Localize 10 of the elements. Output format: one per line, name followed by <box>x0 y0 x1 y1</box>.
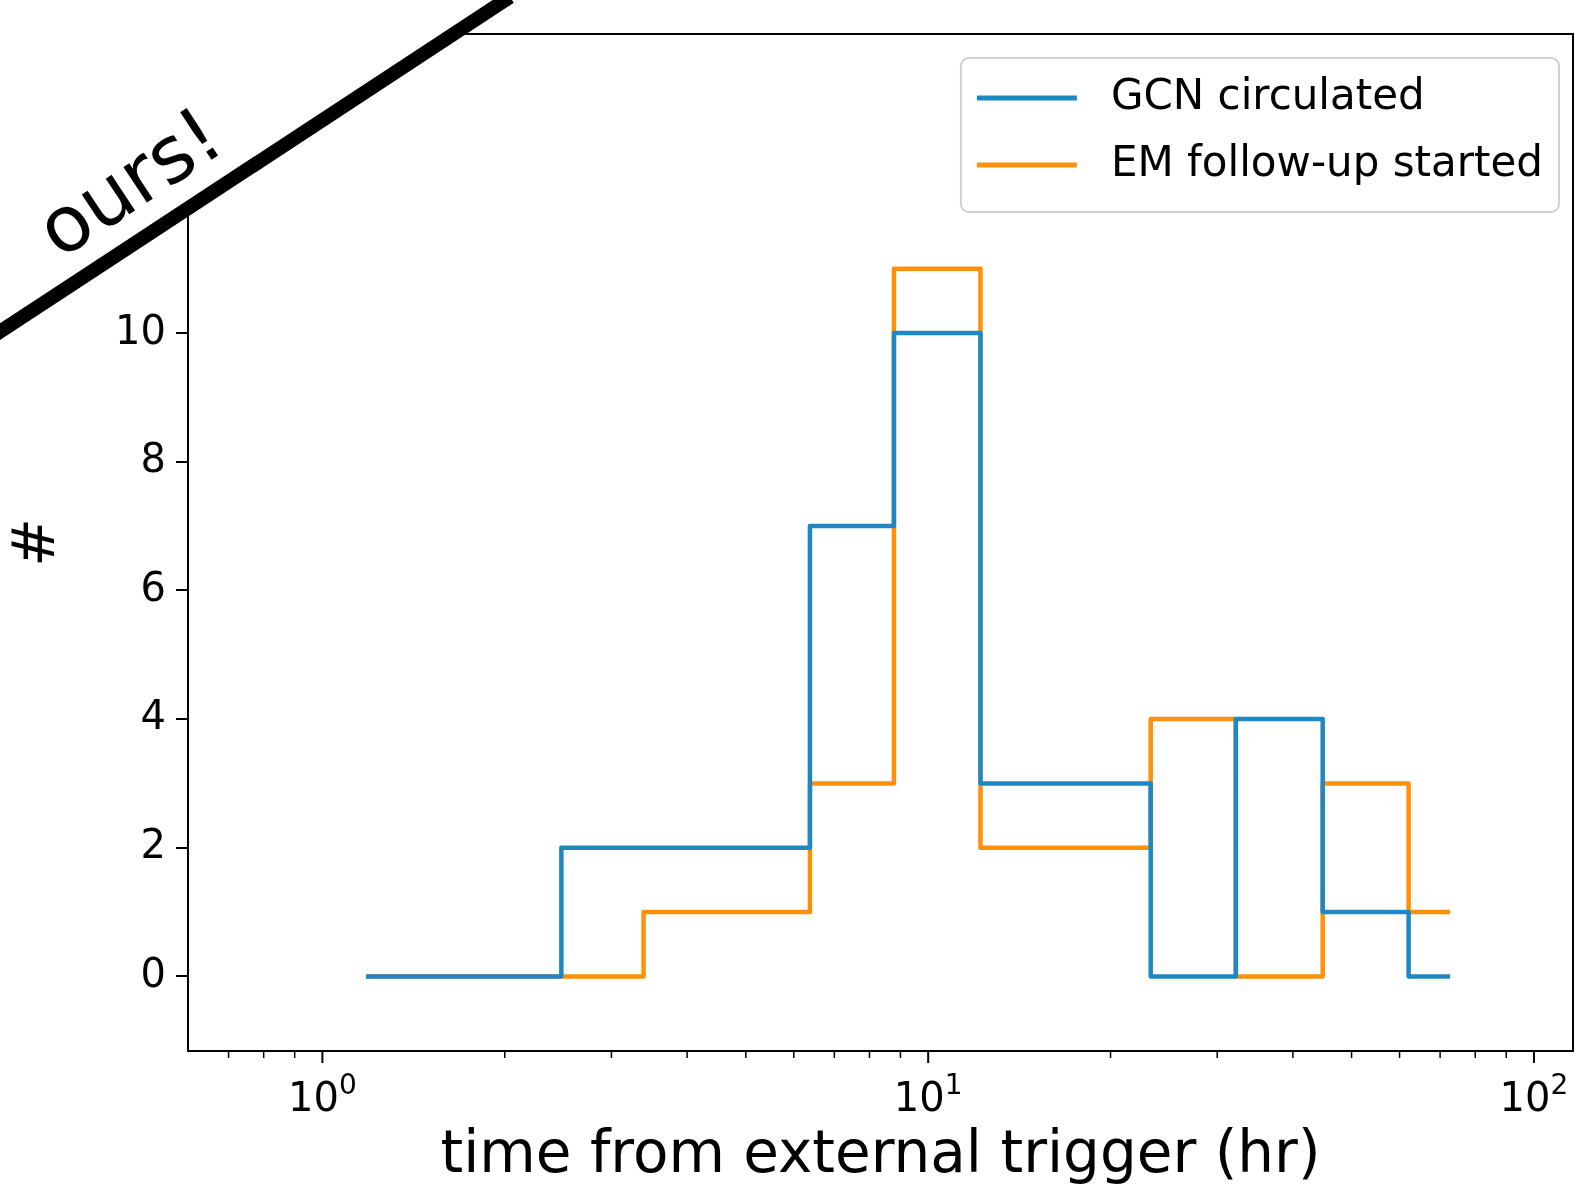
y-tick-label: 10 <box>115 306 166 353</box>
y-tick-label: 0 <box>140 949 166 996</box>
y-tick-label: 6 <box>140 563 166 610</box>
y-tick-label: 8 <box>140 435 166 482</box>
legend-label: EM follow-up started <box>1110 136 1544 186</box>
y-tick-label: 2 <box>140 821 166 868</box>
y-axis-title: # <box>0 518 68 567</box>
y-tick-label: 4 <box>140 692 166 739</box>
x-axis-title: time from external trigger (hr) <box>440 1118 1321 1187</box>
legend-label: GCN circulated <box>1110 69 1425 119</box>
